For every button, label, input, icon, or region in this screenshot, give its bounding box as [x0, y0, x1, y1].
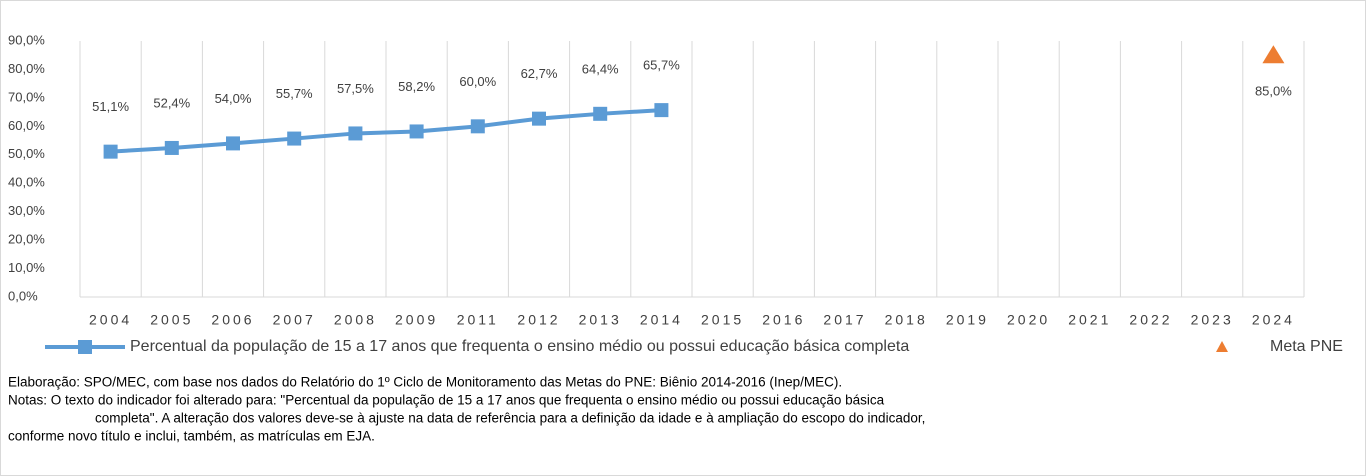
data-label: 51,1%: [92, 99, 129, 114]
marker: [593, 106, 608, 121]
x-tick-label: 2011: [457, 312, 499, 328]
marker: [1262, 45, 1285, 64]
legend-label: Meta PNE: [1270, 338, 1343, 355]
x-tick-label: 2013: [579, 312, 622, 328]
data-label: 57,5%: [337, 81, 374, 96]
data-label: 54,0%: [215, 91, 252, 106]
data-label: 64,4%: [582, 61, 619, 76]
x-tick-label: 2020: [1007, 312, 1050, 328]
y-tick-label: 50,0%: [8, 146, 45, 161]
y-tick-label: 80,0%: [8, 61, 45, 76]
legend-marker: [1216, 341, 1228, 352]
marker: [287, 131, 302, 146]
y-tick-label: 0,0%: [8, 288, 38, 303]
marker: [164, 140, 179, 155]
x-tick-label: 2017: [823, 312, 866, 328]
note: Notas: O texto do indicador foi alterado…: [8, 393, 885, 408]
note: Elaboração: SPO/MEC, com base nos dados …: [8, 375, 842, 390]
x-tick-label: 2005: [150, 312, 193, 328]
legend-marker: [78, 340, 92, 354]
x-tick-label: 2016: [762, 312, 805, 328]
x-tick-label: 2015: [701, 312, 744, 328]
data-label: 55,7%: [276, 86, 313, 101]
y-tick-label: 20,0%: [8, 232, 45, 247]
note: completa". A alteração dos valores deve-…: [95, 411, 925, 426]
y-tick-label: 90,0%: [8, 32, 45, 47]
marker: [654, 103, 669, 118]
y-tick-label: 30,0%: [8, 203, 45, 218]
x-tick-label: 2007: [273, 312, 316, 328]
x-tick-label: 2006: [211, 312, 254, 328]
x-tick-label: 2023: [1191, 312, 1234, 328]
line: [110, 108, 662, 154]
marker: [348, 126, 363, 141]
marker: [532, 111, 546, 126]
x-tick-label: 2012: [517, 312, 560, 328]
note: conforme novo título e inclui, também, a…: [8, 429, 375, 444]
y-tick-label: 60,0%: [8, 118, 45, 133]
x-tick-label: 2004: [89, 312, 132, 328]
x-tick-label: 2014: [640, 312, 683, 328]
x-tick-label: 2019: [946, 312, 989, 328]
x-tick-label: 2022: [1129, 312, 1172, 328]
marker: [470, 119, 485, 134]
x-tick-label: 2024: [1252, 312, 1295, 328]
marker: [103, 144, 118, 159]
data-label: 62,7%: [521, 66, 558, 81]
legend-label: Percentual da população de 15 a 17 anos …: [130, 338, 909, 355]
marker: [226, 136, 240, 151]
x-tick-label: 2009: [395, 312, 438, 328]
x-tick-label: 2008: [334, 312, 377, 328]
data-label: 60,0%: [459, 74, 496, 89]
y-tick-label: 70,0%: [8, 89, 45, 104]
marker: [409, 124, 424, 139]
data-label: 65,7%: [643, 58, 680, 73]
y-tick-label: 10,0%: [8, 260, 45, 275]
x-tick-label: 2018: [885, 312, 928, 328]
x-tick-label: 2021: [1068, 312, 1111, 328]
data-label: 85,0%: [1255, 84, 1292, 99]
data-label: 52,4%: [153, 95, 190, 110]
data-label: 58,2%: [398, 79, 435, 94]
y-tick-label: 40,0%: [8, 175, 45, 190]
